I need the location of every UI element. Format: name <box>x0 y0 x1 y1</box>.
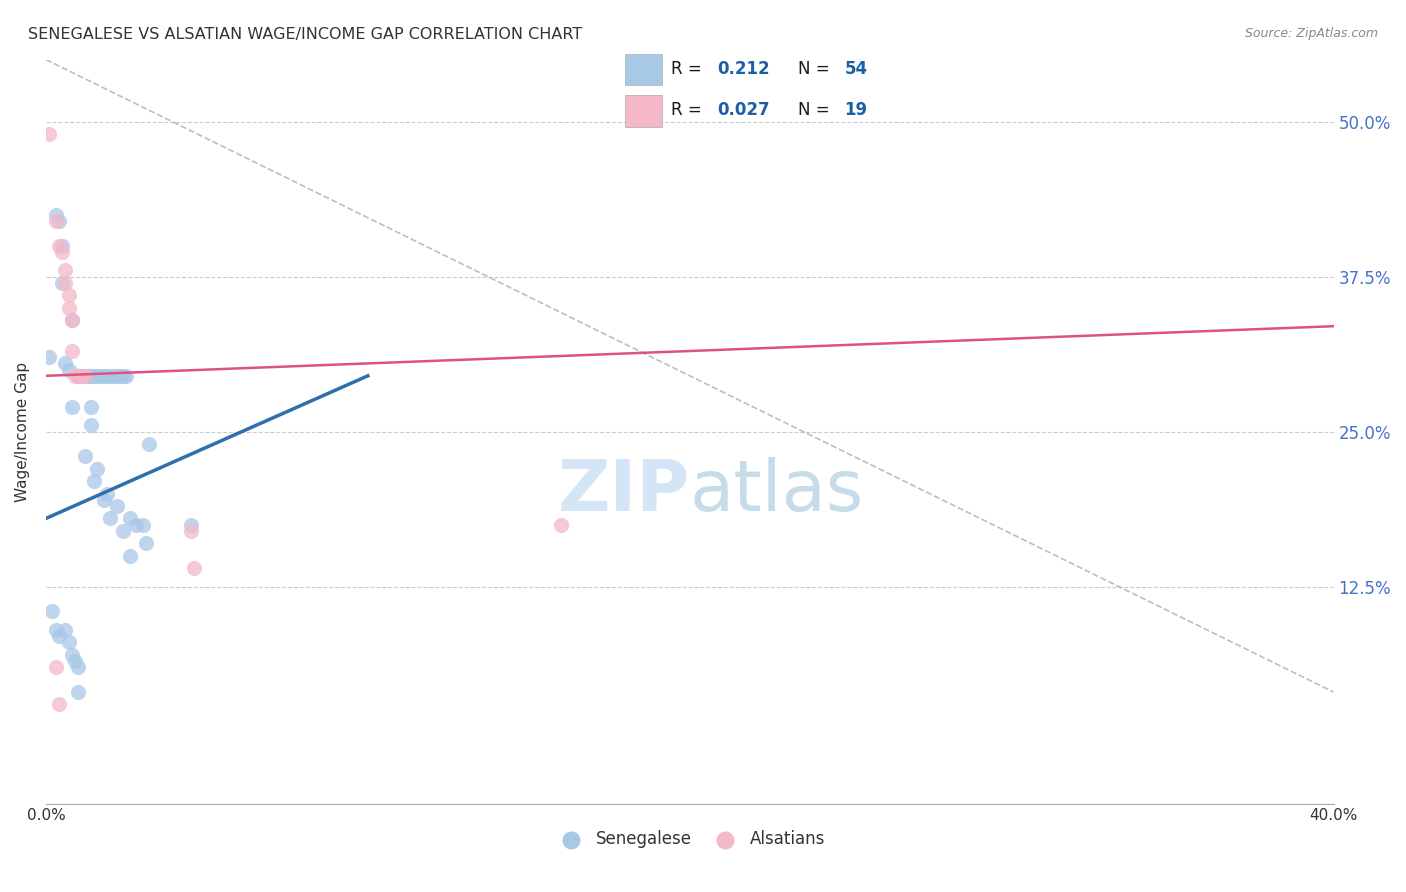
Point <box>58 301 80 315</box>
Point <box>60 313 83 327</box>
Point <box>53 356 76 370</box>
Point <box>80 400 103 414</box>
Point <box>73 368 96 383</box>
Point <box>118 511 141 525</box>
Text: 0.212: 0.212 <box>717 60 770 78</box>
Point <box>108 368 131 383</box>
Point <box>48 238 70 252</box>
Text: R =: R = <box>671 101 707 120</box>
Point <box>48 214 70 228</box>
Legend: Senegalese, Alsatians: Senegalese, Alsatians <box>547 823 832 855</box>
Point <box>98 368 121 383</box>
Point <box>58 635 80 649</box>
Point <box>70 368 93 383</box>
Text: SENEGALESE VS ALSATIAN WAGE/INCOME GAP CORRELATION CHART: SENEGALESE VS ALSATIAN WAGE/INCOME GAP C… <box>28 27 582 42</box>
FancyBboxPatch shape <box>624 54 662 85</box>
Point <box>67 660 90 674</box>
Point <box>105 499 128 513</box>
Point <box>53 276 76 290</box>
Point <box>550 517 572 532</box>
Point <box>53 263 76 277</box>
Point <box>183 561 205 575</box>
Point <box>112 368 135 383</box>
Point <box>53 623 76 637</box>
Point <box>58 288 80 302</box>
Point <box>76 368 98 383</box>
Point <box>73 450 96 464</box>
Point <box>80 368 103 383</box>
Point <box>98 511 121 525</box>
Point <box>67 368 90 383</box>
Point <box>70 368 93 383</box>
Point <box>51 276 73 290</box>
Point <box>76 368 98 383</box>
Point <box>180 524 202 538</box>
Point <box>48 629 70 643</box>
Point <box>67 368 90 383</box>
Point <box>45 660 67 674</box>
Point <box>67 368 90 383</box>
FancyBboxPatch shape <box>624 95 662 127</box>
Point <box>38 350 60 364</box>
Point <box>51 238 73 252</box>
Point <box>115 368 138 383</box>
Point <box>51 244 73 259</box>
Point <box>103 368 125 383</box>
Point <box>86 462 108 476</box>
Point <box>60 344 83 359</box>
Text: N =: N = <box>799 60 835 78</box>
Point <box>80 418 103 433</box>
Point <box>58 362 80 376</box>
Text: 0.027: 0.027 <box>717 101 770 120</box>
Point <box>180 517 202 532</box>
Point <box>93 368 115 383</box>
Point <box>60 400 83 414</box>
Point <box>96 486 118 500</box>
Point <box>135 536 157 550</box>
Point <box>131 517 153 532</box>
Point <box>73 368 96 383</box>
Point <box>96 368 118 383</box>
Y-axis label: Wage/Income Gap: Wage/Income Gap <box>15 361 30 501</box>
Text: Source: ZipAtlas.com: Source: ZipAtlas.com <box>1244 27 1378 40</box>
Point <box>41 604 63 618</box>
Point <box>67 368 90 383</box>
Point <box>45 623 67 637</box>
Point <box>86 368 108 383</box>
Point <box>38 127 60 141</box>
Point <box>63 654 86 668</box>
Point <box>125 517 148 532</box>
Text: R =: R = <box>671 60 707 78</box>
Text: atlas: atlas <box>690 457 865 525</box>
Point <box>63 368 86 383</box>
Text: 19: 19 <box>845 101 868 120</box>
Point <box>105 368 128 383</box>
Text: N =: N = <box>799 101 835 120</box>
Text: 54: 54 <box>845 60 868 78</box>
Point <box>118 549 141 563</box>
Point <box>48 698 70 712</box>
Point <box>60 313 83 327</box>
Point <box>93 492 115 507</box>
Point <box>83 368 105 383</box>
Point <box>45 208 67 222</box>
Point <box>67 685 90 699</box>
Point <box>90 368 112 383</box>
Point <box>60 648 83 662</box>
Text: ZIP: ZIP <box>558 457 690 525</box>
Point <box>138 437 160 451</box>
Point <box>45 214 67 228</box>
Point <box>83 474 105 488</box>
Point <box>112 524 135 538</box>
